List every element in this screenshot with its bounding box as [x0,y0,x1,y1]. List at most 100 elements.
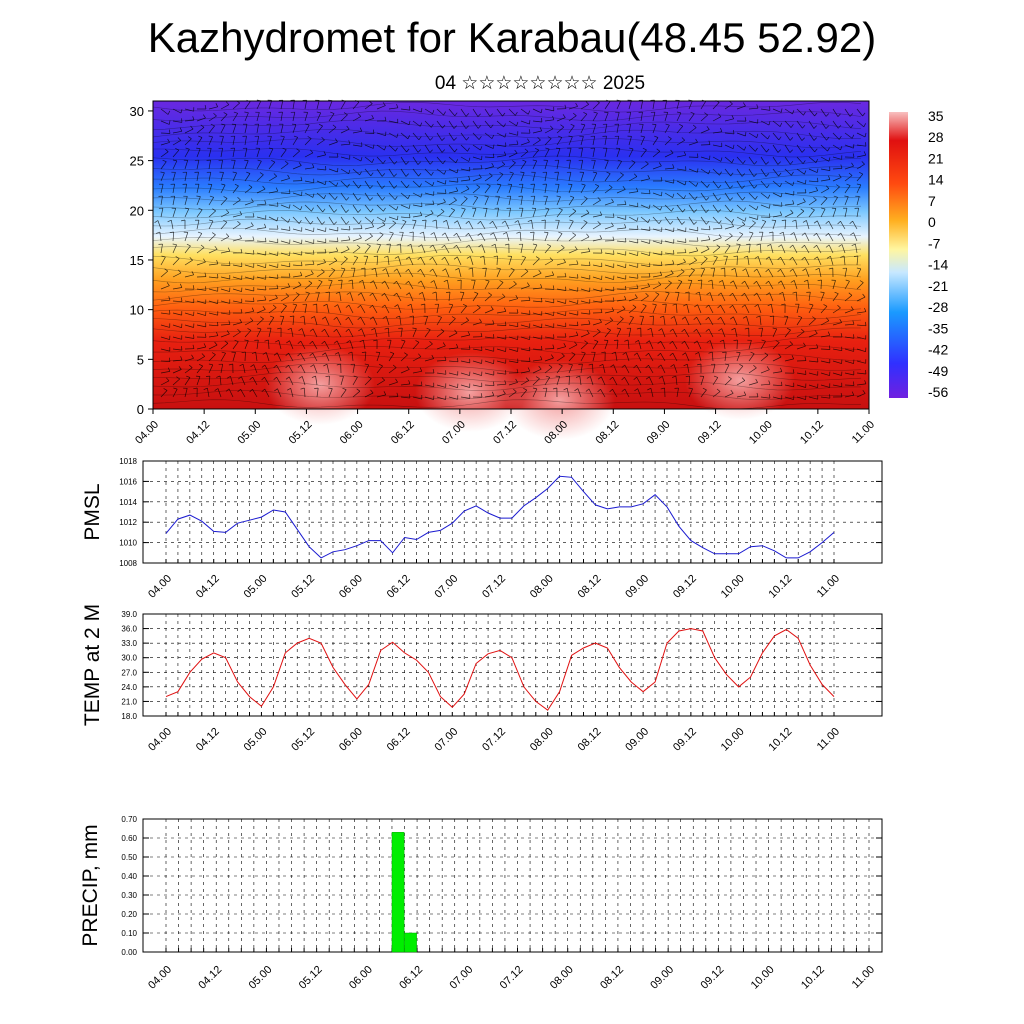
barb-flag [766,184,770,189]
barb-flag [682,208,686,213]
barb-flag [743,255,748,258]
barb-flag [277,327,282,330]
barb [580,148,583,158]
barb [676,125,684,134]
barb-flag [392,364,397,368]
barb [244,124,248,134]
barb-flag [333,257,338,261]
barb-flag [670,269,674,274]
barb [220,312,230,315]
barb [580,276,590,280]
barb [724,245,731,254]
barb-flag [189,257,193,261]
barb [700,156,710,160]
barb [712,257,718,266]
barb [664,240,674,244]
barb [448,360,459,363]
barb [160,285,170,290]
barb [268,328,272,338]
barb-flag [437,315,442,318]
barb [480,232,486,242]
barb [796,156,804,164]
barb [604,187,613,194]
barb [856,108,863,117]
barb-flag [709,225,711,230]
barb [304,282,313,290]
barb [328,228,338,232]
barb [360,316,366,326]
barb [196,300,206,304]
barb [592,113,598,122]
barb [820,320,830,326]
barb-flag [838,135,842,140]
barb [640,252,650,256]
barb-flag [382,268,387,271]
barb [364,245,371,254]
barb [170,220,174,230]
barb [268,112,272,122]
barb [664,100,668,110]
barb-flag [683,363,688,367]
barb [196,160,200,170]
warm-core-0 [265,345,375,425]
barb-flag [234,339,239,343]
barb-flag [690,267,695,271]
barb [844,336,854,339]
barb [484,175,493,182]
barb-flag [282,303,287,307]
barb-flag [432,109,435,114]
barb [484,309,494,314]
barb [544,232,549,242]
barb-flag [777,268,781,273]
barb [264,388,270,398]
barb-flag [520,171,525,173]
barb [568,115,577,122]
barb-flag [431,123,434,128]
barb [808,120,815,129]
barb [544,274,554,278]
barb-flag [197,231,202,234]
barb [784,144,791,153]
barb [436,372,446,375]
barb-flag [695,138,698,143]
barb-flag [853,255,858,257]
barb [313,364,318,374]
barb-flag [815,158,819,163]
barb-flag [741,185,745,189]
barb-flag [177,137,181,141]
barb-flag [716,388,721,392]
barb-flag [756,206,759,211]
barb [712,204,719,213]
barb [628,100,632,110]
barb [676,388,679,398]
barb [506,232,510,242]
barb [796,304,800,314]
barb [316,216,323,225]
barb-flag [455,159,459,164]
barb-flag [493,381,495,386]
barb [304,273,314,278]
barb [484,166,494,170]
barb-flag [706,126,710,130]
barb-flag [201,353,205,357]
barb [748,353,755,362]
barb-flag [192,285,195,290]
barb [808,199,817,206]
barb [532,336,542,340]
barb [436,211,445,218]
barb-flag [560,124,565,128]
barb [436,156,444,165]
barb [422,292,426,302]
barb-flag [401,339,406,342]
barb-flag [695,351,699,355]
barb-flag [586,330,590,334]
barb [844,132,853,139]
barb [760,396,770,399]
barb-flag [800,328,805,332]
barb-flag [862,389,866,394]
barb-flag [300,387,305,390]
barb-flag [384,217,387,222]
barb [160,196,163,206]
barb-flag [499,280,504,283]
barb-flag [185,147,190,150]
